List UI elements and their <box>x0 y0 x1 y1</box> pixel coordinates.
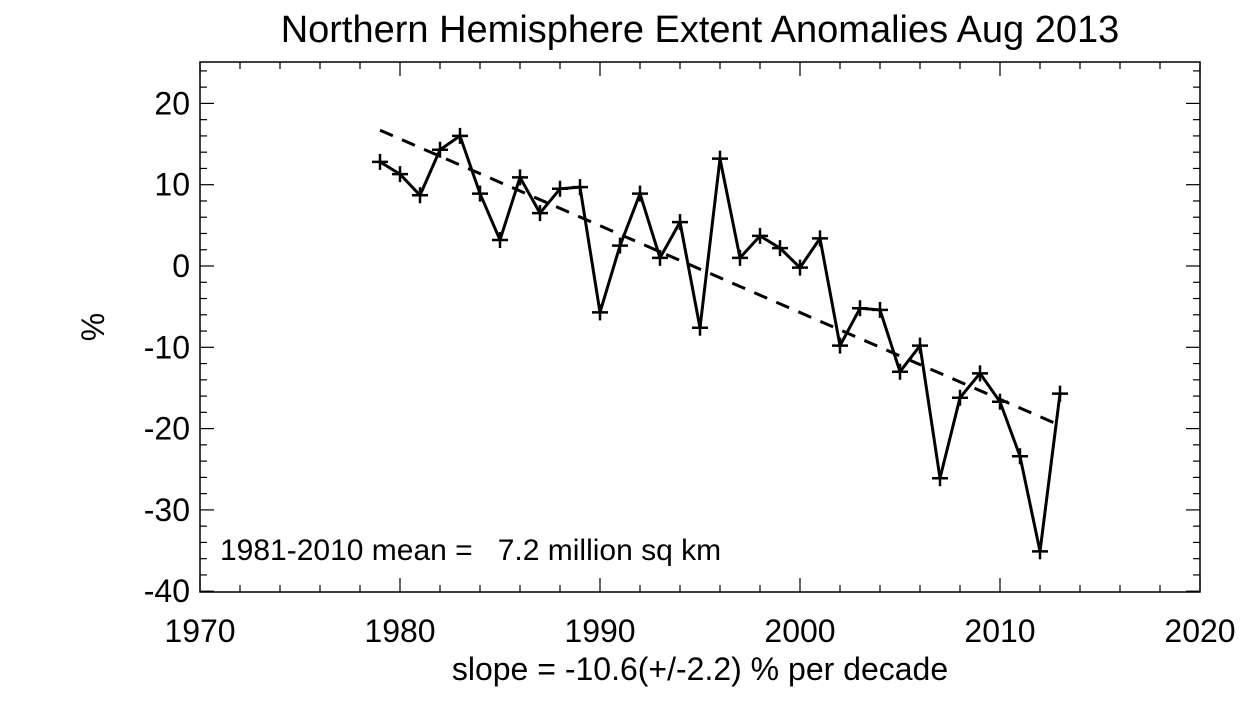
data-point-marker <box>472 185 488 202</box>
axis-ticks <box>199 62 1201 592</box>
data-point-marker <box>1012 448 1028 465</box>
data-point-marker <box>552 180 568 197</box>
y-tick-label: -40 <box>144 573 190 609</box>
data-point-marker <box>492 231 508 248</box>
tick-labels: 1970 1980 1990 2000 2010 202020100-10-20-30-4… <box>144 85 1236 649</box>
x-tick-label: 1990 <box>564 613 635 649</box>
data-point-marker <box>912 337 928 354</box>
y-tick-label: 0 <box>172 248 190 284</box>
x-tick-label: 2020 <box>1164 613 1235 649</box>
data-point-marker <box>992 393 1008 410</box>
data-point-marker <box>712 150 728 167</box>
data-point-marker <box>512 169 528 186</box>
data-point-marker <box>632 185 648 202</box>
data-point-marker <box>392 166 408 183</box>
y-tick-label: -20 <box>144 411 190 447</box>
data-point-marker <box>452 127 468 144</box>
data-point-marker <box>852 300 868 317</box>
x-tick-label: 2010 <box>964 613 1035 649</box>
chart-title: Northern Hemisphere Extent Anomalies Aug… <box>281 9 1120 51</box>
data-point-marker <box>652 249 668 266</box>
data-point-marker <box>432 141 448 158</box>
data-point-marker <box>752 227 768 244</box>
data-point-marker <box>772 240 788 257</box>
data-point-marker <box>892 363 908 380</box>
anomaly-line <box>379 133 1062 552</box>
data-point-marker <box>372 153 388 170</box>
data-point-marker <box>832 337 848 354</box>
data-point-marker <box>692 319 708 336</box>
mean-annotation: 1981-2010 mean = 7.2 million sq km <box>220 534 721 567</box>
series-group <box>372 127 1068 560</box>
data-point-marker <box>612 237 628 254</box>
y-tick-label: 20 <box>154 85 190 121</box>
data-point-marker <box>812 230 828 247</box>
data-point-marker <box>872 301 888 318</box>
data-point-marker <box>1052 385 1068 402</box>
data-point-marker <box>532 205 548 222</box>
x-tick-label: 1970 <box>164 613 235 649</box>
x-tick-label: 2000 <box>764 613 835 649</box>
plot-frame <box>199 61 1201 593</box>
data-point-marker <box>732 249 748 266</box>
x-tick-label: 1980 <box>364 613 435 649</box>
y-tick-label: -30 <box>144 492 190 528</box>
data-point-marker <box>572 179 588 196</box>
y-axis-label: % <box>75 313 111 341</box>
data-point-marker <box>672 214 688 231</box>
data-point-marker <box>932 470 948 487</box>
data-point-marker <box>1032 543 1048 560</box>
trend-line <box>379 128 1061 427</box>
data-point-marker <box>972 365 988 382</box>
data-point-marker <box>412 187 428 204</box>
y-tick-label: -10 <box>144 329 190 365</box>
data-point-marker <box>792 259 808 276</box>
y-tick-label: 10 <box>154 167 190 203</box>
data-point-marker <box>952 389 968 406</box>
x-axis-label: slope = -10.6(+/-2.2) % per decade <box>452 651 948 687</box>
data-point-marker <box>592 304 608 321</box>
